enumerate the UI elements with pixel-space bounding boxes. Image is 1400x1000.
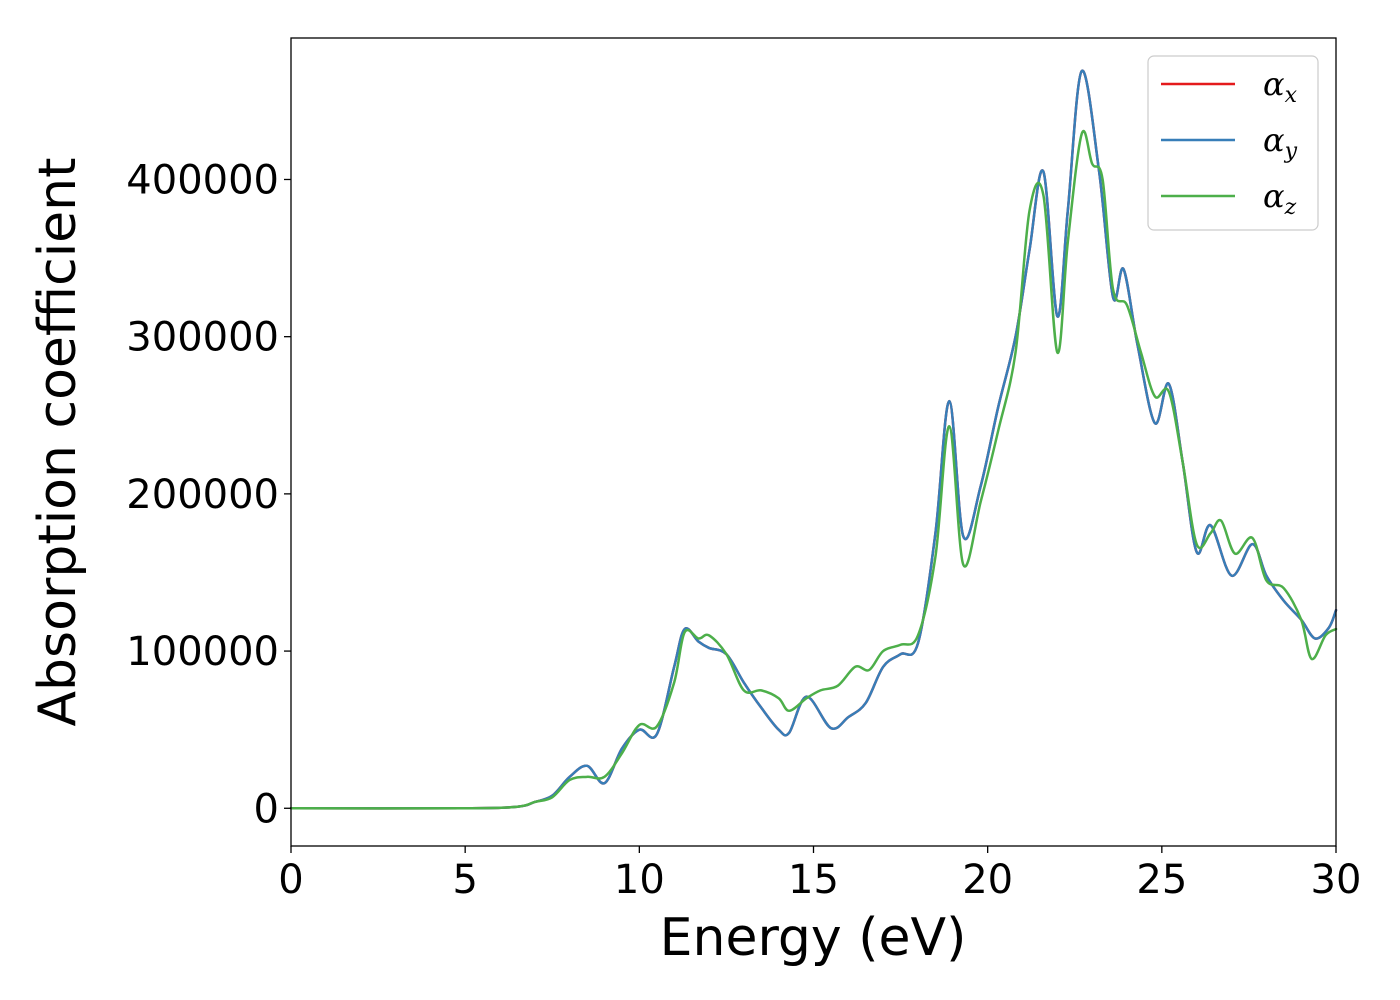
legend-label-x: αx xyxy=(1263,65,1298,108)
y-axis-label: Absorption coefficient xyxy=(28,157,88,726)
y-tick-label: 200000 xyxy=(126,472,279,518)
y-tick-label: 300000 xyxy=(126,315,279,361)
x-tick-label: 5 xyxy=(452,857,477,903)
series-line-z xyxy=(289,129,1338,810)
y-tick-label: 0 xyxy=(254,786,279,832)
y-tick-label: 400000 xyxy=(126,157,279,203)
x-axis-label: Energy (eV) xyxy=(660,908,967,968)
legend-label-z: αz xyxy=(1263,177,1297,220)
x-axis-ticks: 0 5 10 15 20 25 30 xyxy=(278,846,1361,903)
legend-label-y: αy xyxy=(1263,121,1298,164)
x-tick-label: 25 xyxy=(1136,857,1187,903)
series-layer xyxy=(289,69,1338,810)
x-tick-label: 30 xyxy=(1311,857,1362,903)
x-tick-label: 10 xyxy=(614,857,665,903)
x-tick-label: 20 xyxy=(962,857,1013,903)
legend: αx αy αz xyxy=(1147,55,1319,231)
x-tick-label: 0 xyxy=(278,857,303,903)
y-tick-label: 100000 xyxy=(126,629,279,675)
x-tick-label: 15 xyxy=(788,857,839,903)
legend-box xyxy=(1147,55,1319,231)
y-axis-ticks: 0 100000 200000 300000 400000 xyxy=(126,157,291,832)
